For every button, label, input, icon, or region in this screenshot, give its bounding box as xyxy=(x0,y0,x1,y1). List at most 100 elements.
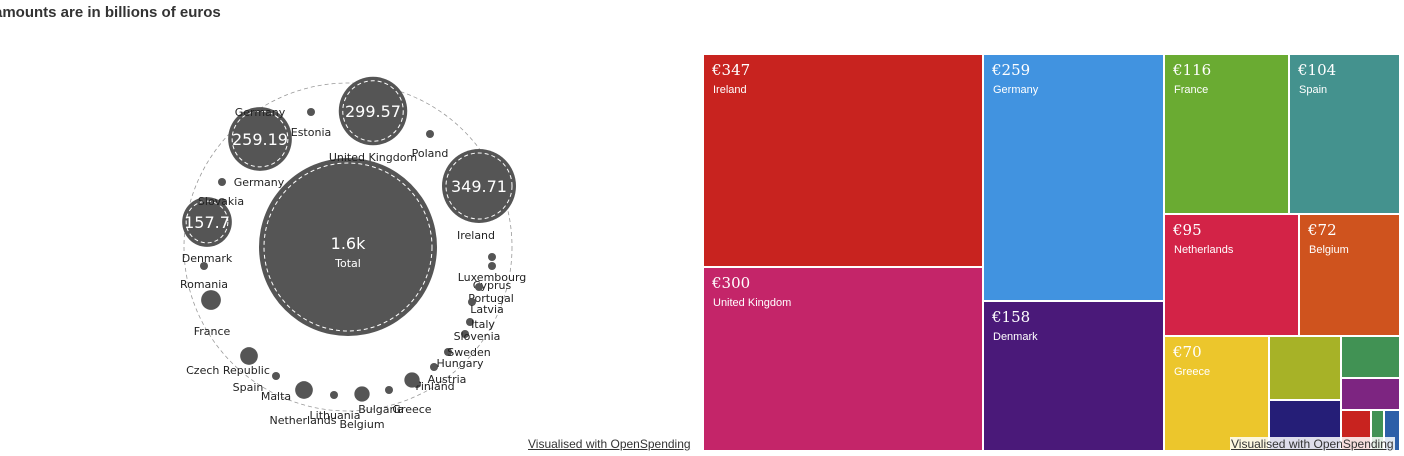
tile-label: Ireland xyxy=(713,84,747,96)
bubble-value-label: 299.57 xyxy=(345,102,401,121)
bubble-united-kingdom[interactable]: 299.57 United Kingdom xyxy=(329,76,417,164)
tile-greece[interactable]: €70 Greece xyxy=(1164,336,1269,451)
bubble-slovakia[interactable]: Slovakia xyxy=(198,195,244,208)
bubble-romania[interactable]: Romania xyxy=(180,262,228,291)
tile-amount: €158 xyxy=(992,308,1031,326)
bubble-disc xyxy=(200,262,208,270)
tile-amount: €116 xyxy=(1173,61,1212,79)
bubble-disc xyxy=(430,363,438,371)
bubble-total-value: 1.6k xyxy=(331,234,366,253)
bubble-value-label: 349.71 xyxy=(451,177,507,196)
bubble-country-label: Netherlands xyxy=(269,414,336,427)
bubble-disc xyxy=(218,178,226,186)
bubble-disc xyxy=(444,348,452,356)
bubble-slovenia[interactable]: Slovenia xyxy=(454,330,501,343)
tile-ireland[interactable]: €347 Ireland xyxy=(703,54,983,267)
tile-netherlands[interactable]: €95 Netherlands xyxy=(1164,214,1299,336)
bubble-greece[interactable]: Greece xyxy=(385,386,432,416)
bubble-austria[interactable]: Austria xyxy=(404,372,467,388)
tile-amount: €70 xyxy=(1173,343,1202,361)
tile-denmark[interactable]: €158 Denmark xyxy=(983,301,1164,451)
orbit-ring xyxy=(183,82,513,412)
bubble-czech-republic[interactable]: Czech Republic xyxy=(186,347,270,377)
bubble-country-label: Malta xyxy=(261,390,291,403)
bubble-portugal[interactable]: Portugal xyxy=(468,283,514,305)
bubble-country-label: Poland xyxy=(412,147,449,160)
tile-amount: €95 xyxy=(1173,221,1202,239)
bubble-lithuania[interactable]: Lithuania xyxy=(310,391,361,422)
bubble-luxembourg[interactable]: Luxembourg xyxy=(458,253,527,284)
tile-germany[interactable]: €259 Germany xyxy=(983,54,1164,301)
tile-label: Germany xyxy=(993,84,1039,96)
bubble-country-label: Germany xyxy=(235,106,286,119)
bubble-country-label: Slovenia xyxy=(454,330,501,343)
bubble-total[interactable]: 1.6k Total xyxy=(259,158,437,336)
bubble-value-label: 157.7 xyxy=(184,213,230,232)
bubble-disc xyxy=(240,347,258,365)
bubble-country-label: Belgium xyxy=(339,418,384,431)
bubble-country-label: Bulgaria xyxy=(358,403,404,416)
tile-small[interactable] xyxy=(1269,336,1341,400)
bubble-country-label: Ireland xyxy=(457,229,495,242)
bubble-hungary[interactable]: Hungary xyxy=(430,357,484,371)
bubble-germany[interactable]: 259.19 Germany xyxy=(228,106,292,171)
bubble-country-label: Romania xyxy=(180,278,228,291)
tile-belgium[interactable]: €72 Belgium xyxy=(1299,214,1400,336)
tile-label: France xyxy=(1174,84,1209,96)
tile-amount: €347 xyxy=(712,61,751,79)
bubble-disc xyxy=(182,197,232,247)
bubble-sweden[interactable]: Sweden xyxy=(444,346,491,359)
openspending-credit-link[interactable]: Visualised with OpenSpending xyxy=(528,437,691,451)
bubble-netherlands[interactable]: Netherlands xyxy=(269,381,337,427)
bubble-total-label: Total xyxy=(334,257,361,270)
tile-label: Belgium xyxy=(1309,244,1349,256)
bubble-country-label: Sweden xyxy=(447,346,490,359)
bubble-ireland[interactable]: 349.71 Ireland xyxy=(442,149,516,242)
bubble-disc xyxy=(201,290,221,310)
bubble-germany[interactable]: Germany xyxy=(218,176,285,189)
bubble-total-disc xyxy=(259,158,437,336)
bubble-disc xyxy=(475,283,483,291)
bubble-disc xyxy=(307,108,315,116)
bubble-country-label: Hungary xyxy=(437,357,484,370)
bubble-country-label: Latvia xyxy=(470,303,504,316)
bubble-disc xyxy=(466,318,474,326)
bubble-ring xyxy=(231,110,289,168)
tile-small[interactable] xyxy=(1341,336,1400,378)
tile-amount: €259 xyxy=(992,61,1031,79)
bubble-country-label: Greece xyxy=(392,403,431,416)
bubble-country-label: Slovakia xyxy=(198,195,244,208)
bubble-belgium[interactable]: Belgium xyxy=(339,386,385,431)
treemap-chart: €347 Ireland €300 United Kingdom €259 Germany… xyxy=(703,54,1400,451)
bubble-disc xyxy=(488,253,496,261)
bubble-france[interactable]: France xyxy=(194,290,231,338)
bubble-country-label: Denmark xyxy=(182,252,233,265)
bubble-disc xyxy=(354,386,370,402)
bubble-country-label: Spain xyxy=(233,381,264,394)
bubble-disc xyxy=(295,381,313,399)
bubble-disc xyxy=(488,262,496,270)
bubble-disc xyxy=(442,149,516,223)
tile-spain[interactable]: €104 Spain xyxy=(1289,54,1400,214)
bubble-disc xyxy=(338,76,408,146)
tile-small[interactable] xyxy=(1341,378,1400,410)
tile-france[interactable]: €116 France xyxy=(1164,54,1289,214)
tile-amount: €300 xyxy=(712,274,751,292)
bubble-country-label: Italy xyxy=(471,318,495,331)
bubble-italy[interactable]: Italy xyxy=(466,318,495,331)
bubble-estonia[interactable]: Estonia xyxy=(291,108,332,139)
bubble-disc xyxy=(228,107,292,171)
tile-united-kingdom[interactable]: €300 United Kingdom xyxy=(703,267,983,451)
bubble-malta[interactable]: Malta xyxy=(261,372,291,403)
bubble-denmark[interactable]: 157.7 Denmark xyxy=(182,197,233,265)
bubble-disc xyxy=(330,391,338,399)
bubble-poland[interactable]: Poland xyxy=(412,130,449,160)
bubble-country-label: Portugal xyxy=(468,292,514,305)
bubble-value-label: 259.19 xyxy=(232,130,288,149)
page-heading: amounts are in billions of euros xyxy=(0,4,221,21)
bubble-country-label: Austria xyxy=(428,373,467,386)
openspending-credit-link-treemap[interactable]: Visualised with OpenSpending xyxy=(1230,437,1395,451)
bubble-disc xyxy=(272,372,280,380)
bubble-ring xyxy=(185,200,229,244)
bubble-latvia[interactable]: Latvia xyxy=(468,298,504,316)
